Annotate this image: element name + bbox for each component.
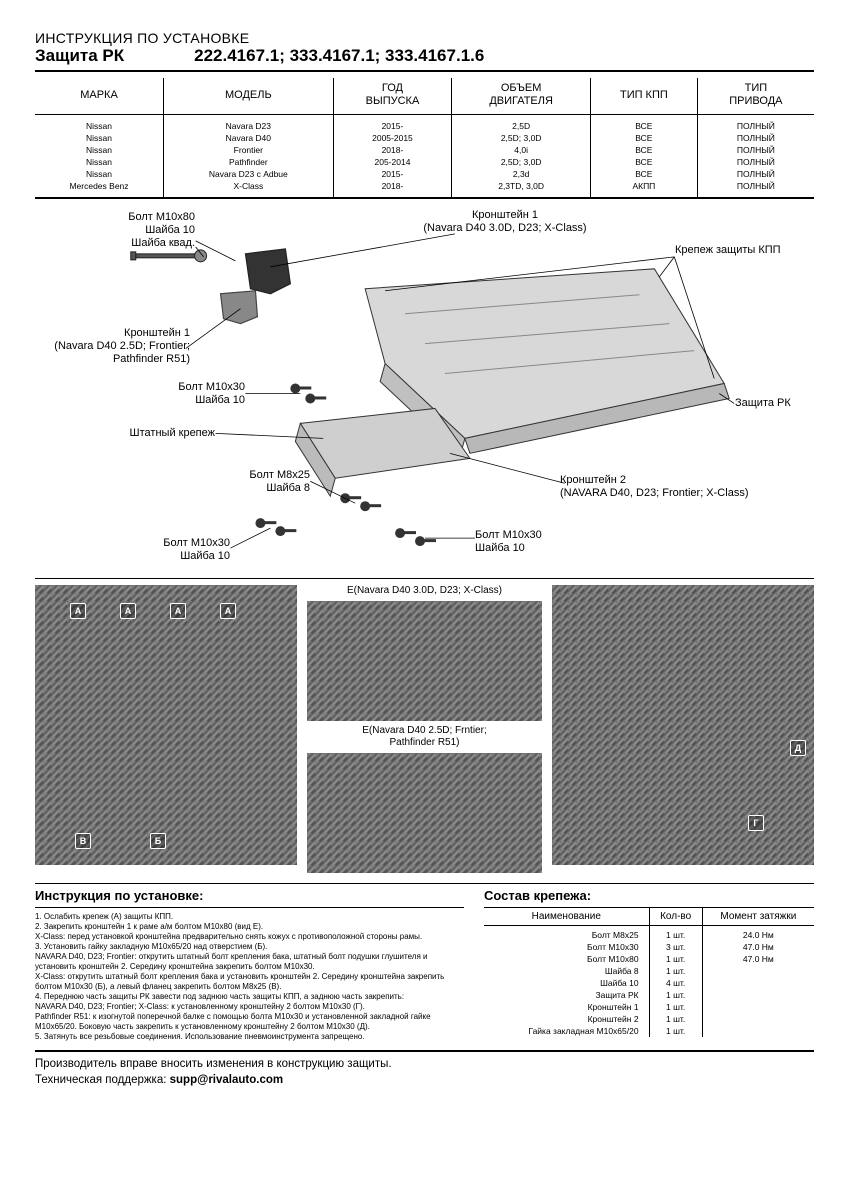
part-codes: 222.4167.1; 333.4167.1; 333.4167.1.6 bbox=[194, 46, 484, 66]
footer: Производитель вправе вносить изменения в… bbox=[35, 1050, 814, 1088]
table-header: ТИППРИВОДА bbox=[697, 78, 814, 115]
footer-disclaimer: Производитель вправе вносить изменения в… bbox=[35, 1056, 814, 1072]
table-header: ГОДВЫПУСКА bbox=[333, 78, 452, 115]
table-header: Момент затяжки bbox=[702, 908, 814, 926]
header: ИНСТРУКЦИЯ ПО УСТАНОВКЕ Защита РК 222.41… bbox=[35, 30, 814, 66]
label-bracket1-a: Кронштейн 1(Navara D40 3.0D, D23; X-Clas… bbox=[395, 209, 615, 234]
table-row: Кронштейн 21 шт. bbox=[484, 1013, 814, 1025]
instruction-step: X-Class: открутить штатный болт креплени… bbox=[35, 972, 464, 992]
divider bbox=[35, 70, 814, 72]
label-bracket2: Кронштейн 2(NAVARA D40, D23; Frontier; X… bbox=[560, 474, 810, 499]
instructions-text: 1. Ослабить крепеж (А) защиты КПП.2. Зак… bbox=[35, 908, 464, 1042]
marker-d: Д bbox=[790, 740, 806, 756]
photo-bracket-bottom bbox=[307, 753, 543, 873]
vehicle-compat-table: МАРКАМОДЕЛЬГОДВЫПУСКАОБЪЕМДВИГАТЕЛЯТИП К… bbox=[35, 78, 814, 197]
photo-caption-top: Е(Navara D40 3.0D, D23; X-Class) bbox=[307, 585, 543, 597]
table-row: NissanFrontier2018-4,0iВСЕПОЛНЫЙ bbox=[35, 144, 814, 156]
instructions-title: Инструкция по установке: bbox=[35, 884, 464, 908]
table-header: ОБЪЕМДВИГАТЕЛЯ bbox=[452, 78, 591, 115]
table-header: МАРКА bbox=[35, 78, 164, 115]
instruction-step: NAVARA D40, D23; Frontier: открутить шта… bbox=[35, 952, 464, 972]
table-header: ТИП КПП bbox=[591, 78, 698, 115]
label-bracket1-b: Кронштейн 1(Navara D40 2.5D; Frontier;Pa… bbox=[35, 327, 190, 365]
label-protection-rk: Защита РК bbox=[735, 397, 791, 410]
doc-title-1: ИНСТРУКЦИЯ ПО УСТАНОВКЕ bbox=[35, 30, 814, 46]
instruction-step: 4. Переднюю часть защиты РК завести под … bbox=[35, 992, 464, 1002]
table-row: Защита РК1 шт. bbox=[484, 989, 814, 1001]
marker-a: А bbox=[120, 603, 136, 619]
parts-title: Состав крепежа: bbox=[484, 884, 814, 908]
instruction-step: NAVARA D40, D23; Frontier; X-Class: к ус… bbox=[35, 1002, 464, 1012]
label-bolt-m10x30-b: Болт М10х30Шайба 10 bbox=[475, 529, 595, 554]
marker-a: А bbox=[220, 603, 236, 619]
table-row: Шайба 81 шт. bbox=[484, 965, 814, 977]
table-row: NissanNavara D232015-2,5DВСЕПОЛНЫЙ bbox=[35, 115, 814, 133]
label-bolt-m10x30-a: Болт М10х30Шайба 10 bbox=[105, 381, 245, 406]
footer-support-email: supp@rivalauto.com bbox=[170, 1074, 283, 1086]
marker-a: А bbox=[70, 603, 86, 619]
marker-v: В bbox=[75, 833, 91, 849]
parts-table: НаименованиеКол-воМомент затяжки Болт М8… bbox=[484, 908, 814, 1037]
table-row: Болт М10х303 шт.47.0 Нм bbox=[484, 941, 814, 953]
label-bolt-m10x80: Болт М10х80Шайба 10Шайба квад. bbox=[75, 211, 195, 249]
table-row: NissanPathfinder205-20142,5D; 3,0DВСЕПОЛ… bbox=[35, 156, 814, 168]
table-row: Гайка закладная М10х65/201 шт. bbox=[484, 1025, 814, 1037]
instruction-step: 5. Затянуть все резьбовые соединения. Ис… bbox=[35, 1032, 464, 1042]
instruction-step: 2. Закрепить кронштейн 1 к раме а/м болт… bbox=[35, 922, 464, 932]
label-stock-mount: Штатный крепеж bbox=[95, 427, 215, 440]
table-row: Mercedes BenzX-Class2018-2,3TD, 3,0DАКПП… bbox=[35, 180, 814, 197]
marker-g: Г bbox=[748, 815, 764, 831]
exploded-diagram: Болт М10х80Шайба 10Шайба квад. Кронштейн… bbox=[35, 198, 814, 578]
doc-title-2: Защита РК bbox=[35, 46, 124, 66]
table-header: Кол-во bbox=[649, 908, 702, 926]
photo-before: А А А А В Б bbox=[35, 585, 297, 865]
table-row: Болт М8х251 шт.24.0 Нм bbox=[484, 926, 814, 942]
label-kpp-mount: Крепеж защиты КПП bbox=[675, 244, 781, 257]
parts-section: Состав крепежа: НаименованиеКол-воМомент… bbox=[484, 884, 814, 1042]
label-bolt-m10x30-c: Болт М10х30Шайба 10 bbox=[115, 537, 230, 562]
photo-after: Д Г bbox=[552, 585, 814, 865]
install-photos: А А А А В Б Е(Navara D40 3.0D, D23; X-Cl… bbox=[35, 578, 814, 873]
label-bolt-m8x25: Болт М8х25Шайба 8 bbox=[205, 469, 310, 494]
instructions-section: Инструкция по установке: 1. Ослабить кре… bbox=[35, 884, 464, 1042]
table-row: Кронштейн 11 шт. bbox=[484, 1001, 814, 1013]
marker-b: Б bbox=[150, 833, 166, 849]
photo-bracket-top bbox=[307, 601, 543, 721]
instruction-step: 1. Ослабить крепеж (А) защиты КПП. bbox=[35, 912, 464, 922]
table-row: NissanNavara D23 с Adbue2015-2,3dВСЕПОЛН… bbox=[35, 168, 814, 180]
marker-a: А bbox=[170, 603, 186, 619]
table-row: Болт М10х801 шт.47.0 Нм bbox=[484, 953, 814, 965]
table-row: Шайба 104 шт. bbox=[484, 977, 814, 989]
table-header: МОДЕЛЬ bbox=[164, 78, 334, 115]
instruction-step: X-Class: перед установкой кронштейна пре… bbox=[35, 932, 464, 942]
instruction-step: 3. Установить гайку закладную М10х65/20 … bbox=[35, 942, 464, 952]
footer-support-label: Техническая поддержка: bbox=[35, 1074, 170, 1086]
table-header: Наименование bbox=[484, 908, 649, 926]
photo-caption-mid: Е(Navara D40 2.5D; Frntier;Pathfinder R5… bbox=[307, 725, 543, 749]
instruction-step: Pathfinder R51: к изогнутой поперечной б… bbox=[35, 1012, 464, 1032]
table-row: NissanNavara D402005-20152,5D; 3,0DВСЕПО… bbox=[35, 132, 814, 144]
